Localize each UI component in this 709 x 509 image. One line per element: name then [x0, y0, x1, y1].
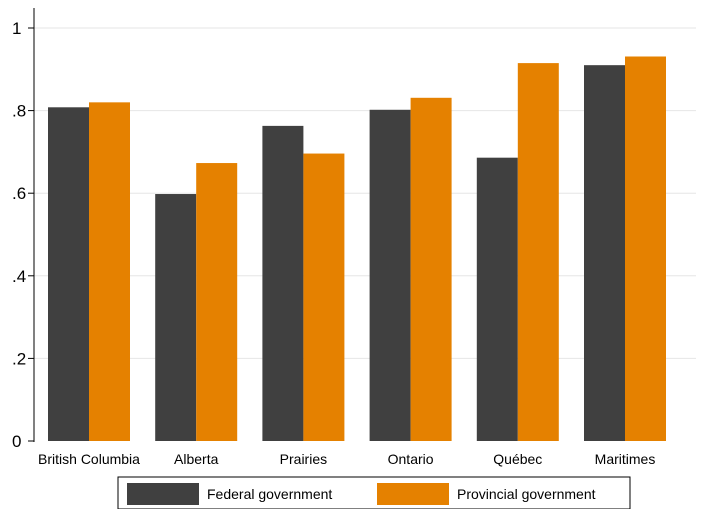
bar-provincial: [517, 63, 559, 441]
bar-federal: [369, 109, 411, 442]
x-category-label: Alberta: [174, 451, 219, 467]
bar-federal: [262, 125, 304, 442]
bar-provincial: [410, 97, 452, 441]
y-axis: 0 .2 .4 .6 .8 1: [12, 8, 35, 451]
bar-provincial: [196, 163, 238, 441]
legend-box: [117, 476, 631, 509]
bar-federal: [48, 107, 89, 442]
y-tick-label: .2: [12, 349, 26, 368]
x-category-label: British Columbia: [38, 451, 140, 467]
legend: Federal government Provincial government: [117, 476, 631, 509]
bar-federal: [584, 65, 625, 442]
x-category-label: Maritimes: [595, 451, 656, 467]
y-tick-label: 1: [12, 19, 21, 38]
legend-swatch-federal: [127, 483, 199, 505]
bar-federal: [155, 194, 197, 441]
bar-provincial: [303, 153, 345, 441]
bar-provincial: [625, 56, 666, 441]
legend-label: Federal government: [207, 486, 332, 502]
x-category-label: Ontario: [388, 451, 434, 467]
bar-provincial: [89, 102, 130, 441]
legend-label: Provincial government: [457, 486, 596, 502]
x-category-label: Prairies: [280, 451, 327, 467]
bars: [48, 56, 666, 442]
x-category-label: Québec: [493, 451, 542, 467]
legend-swatch-provincial: [377, 483, 449, 505]
y-tick-label: .6: [12, 184, 26, 203]
x-axis-labels: British Columbia Alberta Prairies Ontario Qu…: [38, 451, 655, 467]
y-tick-label: .4: [12, 267, 26, 286]
bar-federal: [476, 157, 518, 441]
y-tick-label: .8: [12, 102, 26, 121]
y-tick-label: 0: [12, 432, 21, 451]
